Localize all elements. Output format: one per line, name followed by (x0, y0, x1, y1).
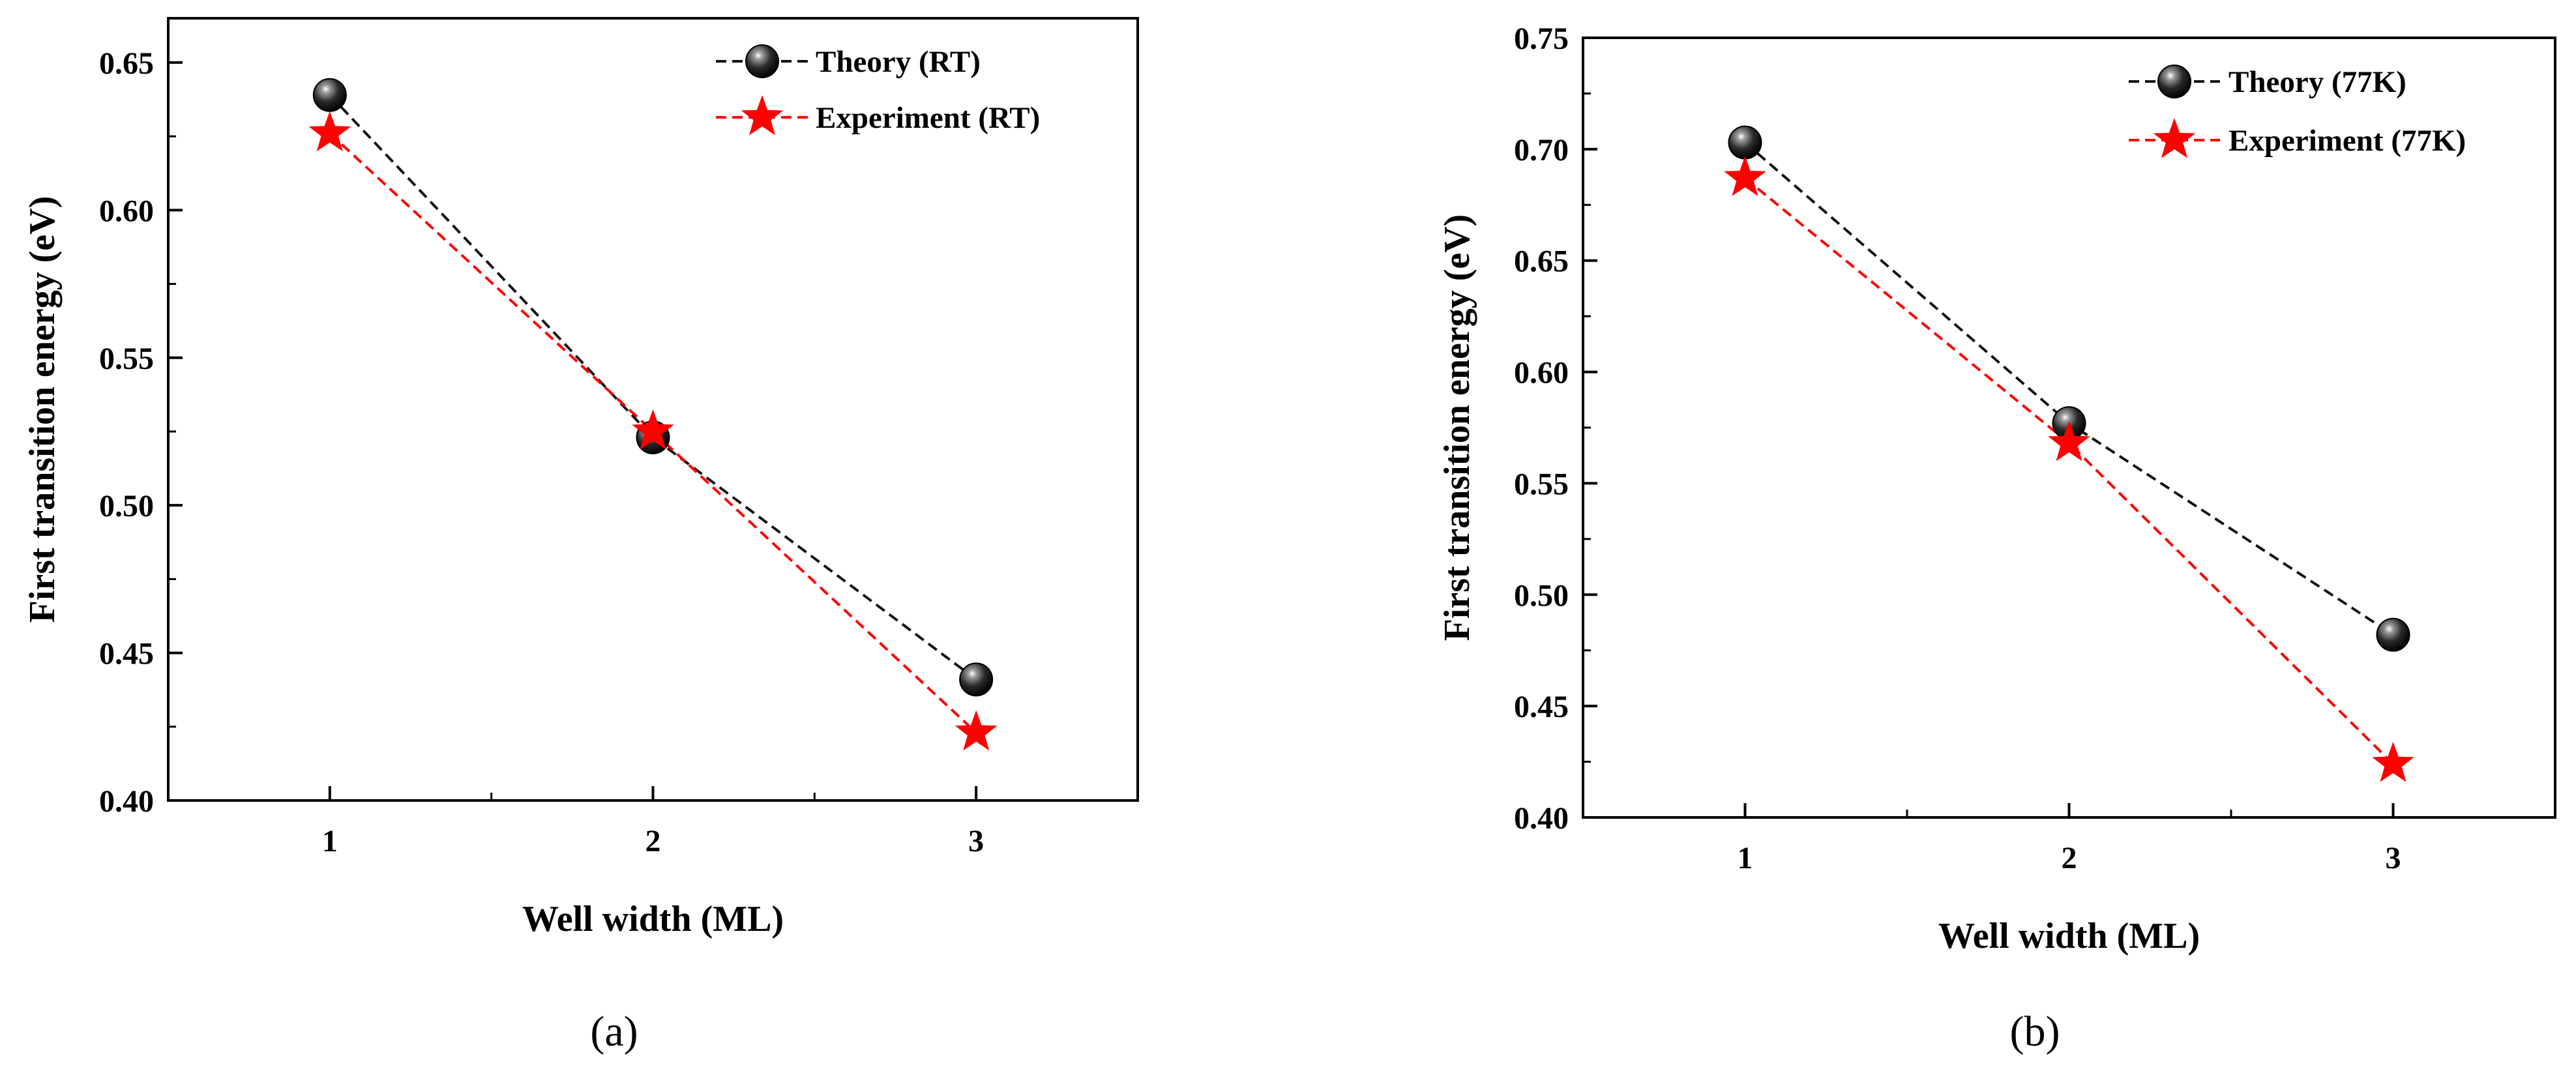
theory-point (959, 662, 994, 697)
legend-label: Experiment (77K) (2228, 124, 2466, 158)
y-tick-label: 0.70 (1514, 133, 1569, 168)
experiment-point (2048, 420, 2090, 462)
series-line-theory (329, 94, 977, 681)
x-tick-label: 3 (968, 824, 984, 858)
legend-label: Theory (RT) (816, 45, 981, 79)
y-tick-label: 0.65 (99, 46, 154, 81)
experiment-point (955, 710, 998, 751)
series-line-theory (1744, 141, 2394, 636)
legend-label: Theory (77K) (2228, 65, 2406, 99)
y-tick-label: 0.60 (1514, 356, 1569, 390)
x-tick-label: 1 (1738, 841, 1753, 875)
y-axis-title: First transition energy (eV) (22, 196, 63, 623)
legend-marker (745, 44, 779, 78)
y-tick-label: 0.55 (1514, 467, 1569, 501)
y-tick-label: 0.75 (1514, 22, 1569, 56)
legend-marker (2157, 65, 2191, 98)
y-tick-label: 0.60 (99, 194, 154, 228)
x-axis-title: Well width (ML) (522, 899, 784, 939)
y-tick-label: 0.50 (99, 489, 154, 523)
panel-caption: (a) (590, 1008, 638, 1055)
experiment-point (2372, 742, 2414, 782)
x-tick-label: 2 (645, 824, 661, 858)
y-tick-label: 0.65 (1514, 244, 1569, 279)
experiment-point (632, 409, 674, 450)
series-line-experiment (1744, 177, 2394, 765)
experiment-point (308, 111, 351, 152)
x-axis-title: Well width (ML) (1938, 916, 2200, 956)
series-line-experiment (329, 132, 977, 734)
theory-point (312, 78, 347, 112)
theory-point (2376, 617, 2410, 652)
legend-marker (2153, 118, 2196, 158)
y-tick-label: 0.40 (1514, 801, 1569, 836)
chart-panel-a: 0.40 0.45 0.50 0.55 0.60 0.65 1 2 3 Well width (M… (22, 17, 1139, 1055)
x-tick-label: 3 (2386, 841, 2401, 875)
theory-point (1728, 125, 1762, 160)
x-tick-label: 2 (2062, 841, 2077, 875)
y-tick-label: 0.50 (1514, 578, 1569, 613)
y-tick-label: 0.55 (99, 342, 154, 376)
chart-panel-b: 0.40 0.45 0.50 0.55 0.60 0.65 0.70 0.75 1 2 3 Well … (1437, 22, 2556, 1055)
legend-label: Experiment (RT) (816, 101, 1040, 135)
y-tick-label: 0.45 (1514, 690, 1569, 724)
legend-marker (741, 95, 784, 136)
y-tick-label: 0.45 (99, 637, 154, 671)
x-tick-label: 1 (322, 824, 338, 858)
experiment-point (1724, 156, 1766, 196)
y-tick-label: 0.40 (99, 784, 154, 819)
y-axis-title: First transition energy (eV) (1437, 214, 1477, 641)
panel-caption: (b) (2010, 1008, 2060, 1055)
